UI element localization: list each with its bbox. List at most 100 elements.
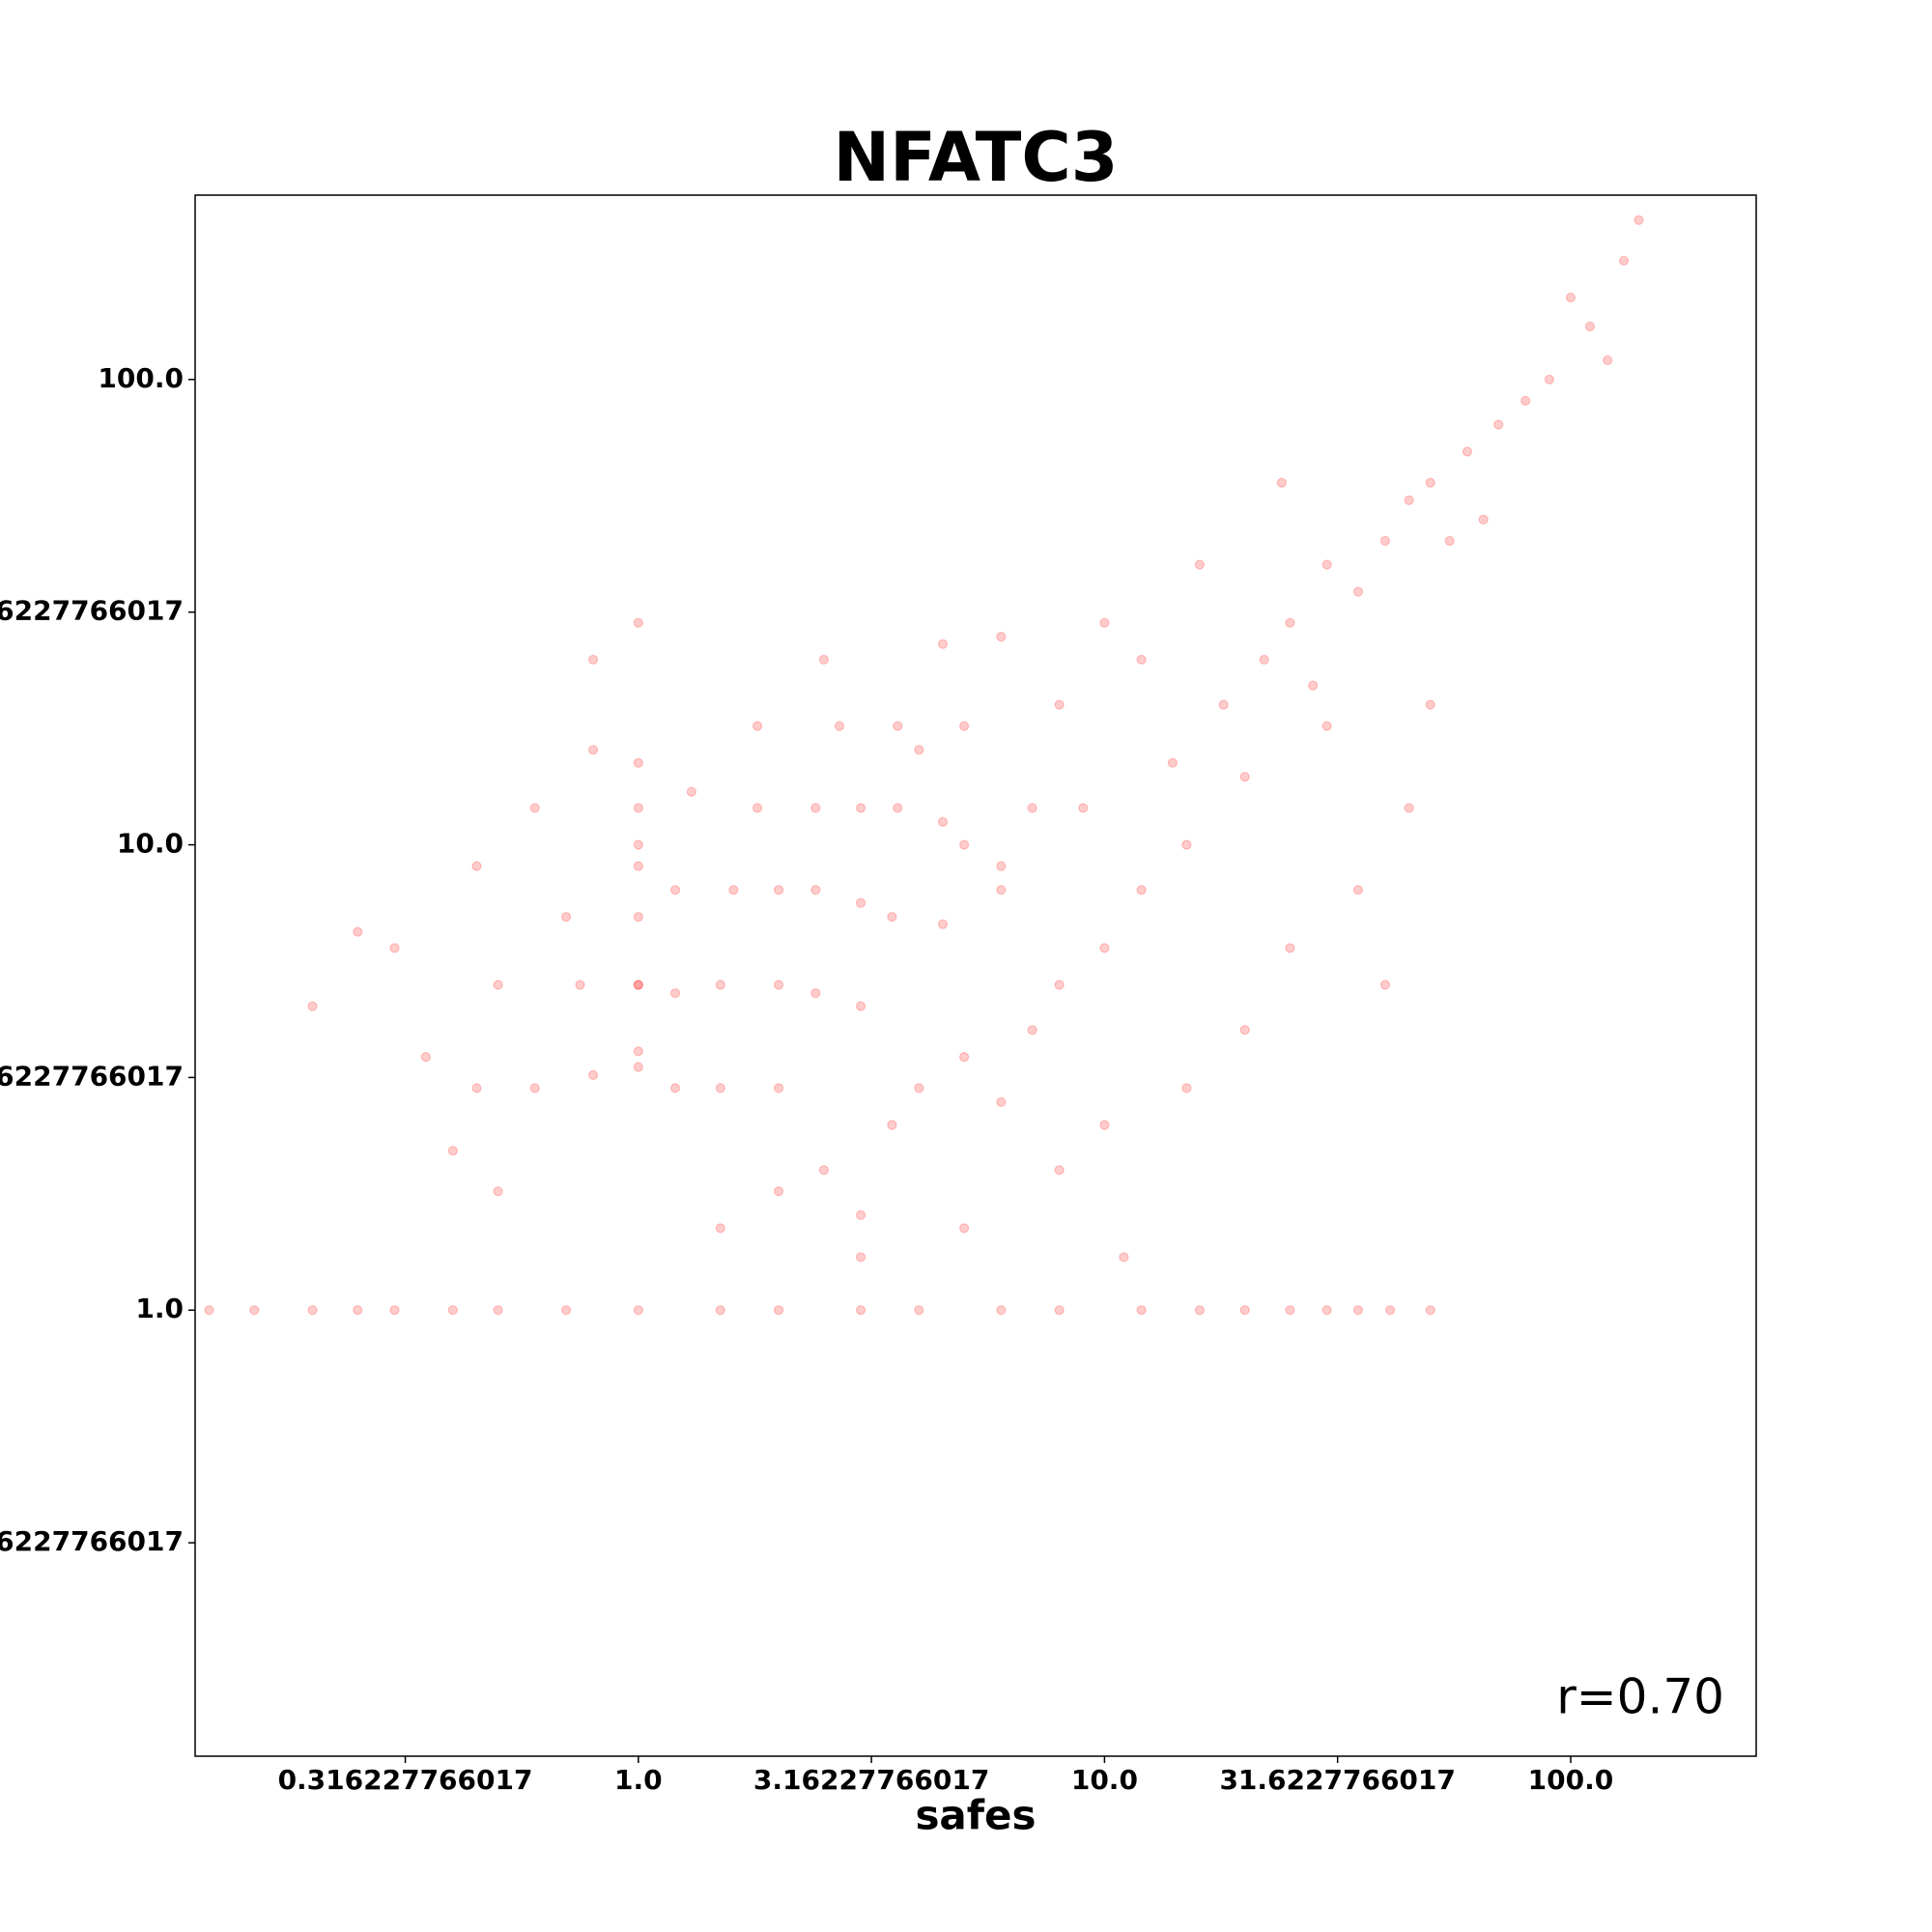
- point: [633, 980, 643, 990]
- point: [669, 987, 681, 999]
- point: [1285, 943, 1295, 953]
- point: [715, 1083, 725, 1094]
- point: [887, 912, 897, 923]
- point: [633, 1046, 643, 1057]
- y-tick-label: 31.6227766017: [0, 595, 184, 627]
- y-tick-label: 0.316227766017: [0, 1525, 184, 1557]
- point: [715, 1305, 725, 1316]
- point: [996, 632, 1007, 642]
- point: [307, 1305, 318, 1316]
- point: [420, 1052, 431, 1063]
- point: [587, 745, 599, 755]
- y-tick-label: 3.16227766017: [0, 1060, 184, 1092]
- point: [493, 1305, 503, 1316]
- point: [1462, 446, 1473, 457]
- point: [353, 926, 363, 937]
- point: [1478, 514, 1489, 526]
- point: [1352, 1305, 1364, 1316]
- point: [855, 1001, 867, 1011]
- point: [715, 980, 725, 990]
- point: [1603, 355, 1613, 366]
- point: [1027, 803, 1037, 813]
- point: [633, 839, 643, 850]
- point: [1194, 559, 1206, 570]
- point: [1321, 721, 1332, 731]
- point: [855, 803, 867, 813]
- point: [958, 1223, 970, 1234]
- point: [752, 803, 763, 813]
- point: [752, 721, 763, 731]
- point: [1078, 803, 1089, 813]
- point: [958, 721, 970, 731]
- point: [996, 861, 1007, 871]
- point: [493, 980, 503, 990]
- x-tick-label: 31.6227766017: [1219, 1764, 1455, 1796]
- point: [307, 1001, 318, 1011]
- point: [715, 1223, 725, 1234]
- point: [1239, 1025, 1250, 1036]
- point: [1027, 1025, 1037, 1036]
- point: [1167, 757, 1179, 768]
- point: [1444, 535, 1455, 547]
- point: [493, 1186, 503, 1197]
- point: [1520, 395, 1531, 407]
- x-tick-label: 1.0: [614, 1764, 663, 1796]
- point: [958, 839, 970, 850]
- point: [1384, 1305, 1396, 1316]
- point: [1285, 617, 1295, 628]
- point: [529, 803, 540, 813]
- point: [353, 1305, 363, 1316]
- point: [810, 987, 821, 999]
- point: [996, 885, 1007, 895]
- point: [1239, 1305, 1250, 1316]
- point: [958, 1052, 970, 1063]
- point: [204, 1305, 214, 1316]
- point: [855, 1209, 867, 1221]
- point: [1054, 1305, 1065, 1316]
- point: [937, 919, 949, 929]
- point: [1054, 1165, 1065, 1176]
- point: [1181, 1083, 1192, 1094]
- point: [1425, 477, 1435, 488]
- point: [1259, 654, 1269, 666]
- annotation: r=0.70: [1556, 1669, 1724, 1725]
- point: [1404, 495, 1414, 506]
- point: [1565, 292, 1577, 303]
- point: [389, 943, 400, 953]
- point: [1321, 1305, 1332, 1316]
- point: [669, 1083, 681, 1094]
- point: [887, 1120, 897, 1130]
- point: [633, 980, 643, 990]
- point: [914, 745, 924, 755]
- point: [810, 885, 821, 895]
- point: [447, 1305, 458, 1316]
- x-axis-label: safes: [915, 1792, 1036, 1839]
- point: [914, 1083, 924, 1094]
- y-tick-label: 1.0: [135, 1293, 184, 1324]
- point: [1544, 374, 1555, 384]
- point: [1493, 419, 1504, 430]
- point: [1239, 772, 1250, 782]
- point: [773, 1083, 784, 1094]
- point: [447, 1146, 458, 1156]
- point: [855, 1305, 867, 1316]
- point: [471, 861, 482, 871]
- point: [1634, 214, 1644, 226]
- x-tick-label: 3.16227766017: [753, 1764, 989, 1796]
- point: [633, 617, 643, 628]
- point: [1321, 559, 1332, 570]
- point: [587, 654, 599, 666]
- point: [1352, 885, 1364, 895]
- x-tick-label: 100.0: [1528, 1764, 1614, 1796]
- point: [1584, 321, 1596, 332]
- point: [834, 721, 845, 731]
- point: [633, 803, 643, 813]
- point: [1054, 980, 1065, 990]
- point: [686, 786, 696, 797]
- y-tick-label: 10.0: [117, 828, 184, 860]
- point: [1276, 477, 1288, 488]
- point: [818, 1165, 830, 1176]
- point: [855, 1252, 867, 1263]
- point: [633, 861, 643, 871]
